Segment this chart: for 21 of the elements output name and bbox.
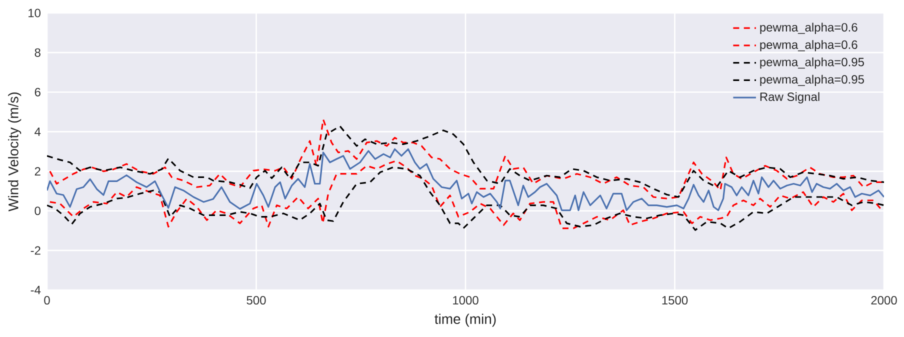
x-tick-label: 1500	[662, 296, 688, 305]
y-tick-label: 2	[34, 167, 40, 176]
x-tick-label: 500	[246, 296, 266, 305]
legend-label: pewma_alpha=0.6	[760, 22, 858, 34]
x-axis-title: time (min)	[434, 314, 496, 327]
y-tick-label: 10	[28, 8, 40, 18]
x-tick-label: 2000	[871, 296, 897, 305]
y-axis-title: Wind Velocity (m/s)	[8, 92, 22, 212]
legend-label: pewma_alpha=0.6	[760, 40, 858, 52]
y-tick-label: 0	[34, 206, 40, 216]
legend-label: Raw Signal	[760, 92, 820, 104]
x-tick-label: 0	[44, 296, 50, 305]
legend-label: pewma_alpha=0.95	[760, 57, 864, 69]
line-series	[47, 148, 884, 212]
y-tick-label: 4	[34, 128, 41, 136]
y-tick-label: 6	[34, 88, 40, 96]
legend-label: pewma_alpha=0.95	[760, 74, 864, 86]
y-tick-label: -2	[30, 246, 40, 255]
y-tick-label: 8	[34, 48, 40, 57]
y-tick-label: -4	[30, 286, 41, 294]
x-tick-label: 1000	[453, 296, 478, 305]
